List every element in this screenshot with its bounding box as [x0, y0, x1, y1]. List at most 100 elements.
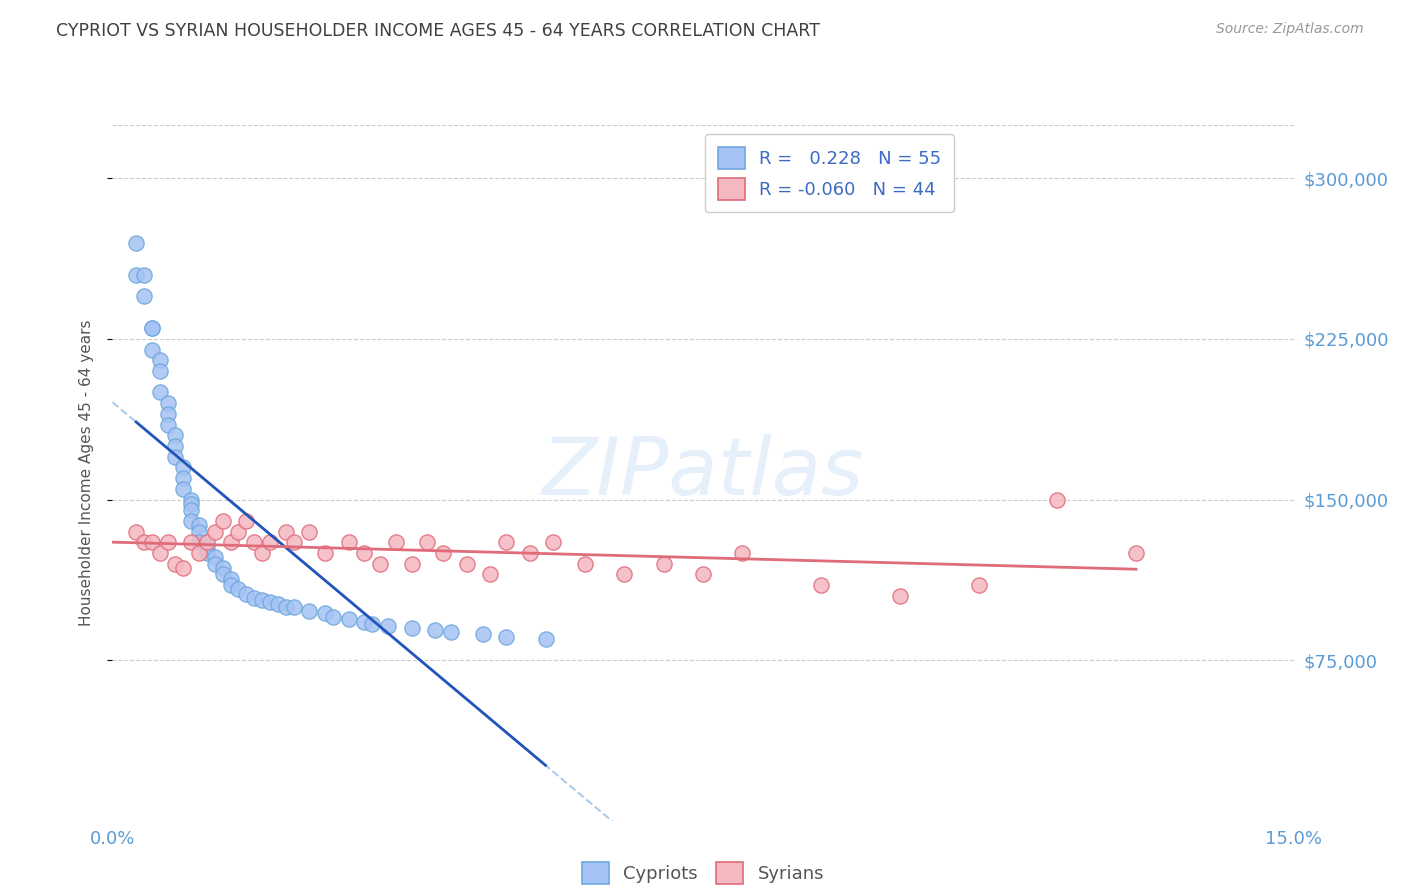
Point	[361, 616, 384, 631]
Point	[274, 599, 297, 614]
Point	[149, 364, 172, 378]
Point	[149, 385, 172, 400]
Point	[195, 546, 218, 560]
Point	[132, 289, 155, 303]
Point	[416, 535, 439, 549]
Point	[132, 535, 155, 549]
Point	[731, 546, 754, 560]
Point	[385, 535, 408, 549]
Legend: Cypriots, Syrians: Cypriots, Syrians	[571, 851, 835, 892]
Point	[652, 557, 675, 571]
Point	[149, 546, 172, 560]
Point	[188, 535, 211, 549]
Point	[314, 546, 336, 560]
Point	[401, 557, 423, 571]
Point	[180, 514, 202, 528]
Point	[172, 482, 194, 496]
Point	[337, 535, 360, 549]
Point	[519, 546, 541, 560]
Point	[188, 524, 211, 539]
Point	[141, 343, 163, 357]
Point	[243, 535, 266, 549]
Point	[141, 321, 163, 335]
Point	[692, 567, 714, 582]
Text: CYPRIOT VS SYRIAN HOUSEHOLDER INCOME AGES 45 - 64 YEARS CORRELATION CHART: CYPRIOT VS SYRIAN HOUSEHOLDER INCOME AGE…	[56, 22, 820, 40]
Point	[156, 535, 179, 549]
Point	[298, 524, 321, 539]
Point	[353, 546, 375, 560]
Point	[274, 524, 297, 539]
Point	[188, 518, 211, 533]
Point	[283, 535, 305, 549]
Point	[353, 615, 375, 629]
Point	[250, 593, 273, 607]
Point	[156, 396, 179, 410]
Point	[180, 497, 202, 511]
Point	[195, 535, 218, 549]
Point	[1046, 492, 1069, 507]
Point	[440, 625, 463, 640]
Point	[432, 546, 454, 560]
Point	[377, 619, 399, 633]
Point	[204, 557, 226, 571]
Point	[141, 321, 163, 335]
Text: ZIPatlas: ZIPatlas	[541, 434, 865, 512]
Point	[180, 535, 202, 549]
Point	[172, 471, 194, 485]
Point	[132, 268, 155, 282]
Point	[967, 578, 990, 592]
Point	[204, 524, 226, 539]
Point	[219, 578, 242, 592]
Point	[180, 492, 202, 507]
Point	[456, 557, 478, 571]
Point	[219, 535, 242, 549]
Point	[543, 535, 565, 549]
Point	[172, 561, 194, 575]
Point	[188, 546, 211, 560]
Point	[471, 627, 494, 641]
Point	[219, 572, 242, 586]
Point	[298, 604, 321, 618]
Point	[368, 557, 391, 571]
Point	[314, 606, 336, 620]
Point	[322, 610, 344, 624]
Point	[810, 578, 832, 592]
Y-axis label: Householder Income Ages 45 - 64 years: Householder Income Ages 45 - 64 years	[79, 319, 94, 626]
Point	[156, 417, 179, 432]
Point	[1125, 546, 1147, 560]
Point	[195, 540, 218, 554]
Point	[204, 550, 226, 565]
Point	[228, 582, 250, 597]
Point	[243, 591, 266, 605]
Point	[495, 535, 517, 549]
Point	[425, 623, 447, 637]
Point	[889, 589, 911, 603]
Point	[479, 567, 502, 582]
Point	[211, 567, 233, 582]
Point	[259, 535, 281, 549]
Point	[180, 503, 202, 517]
Point	[141, 535, 163, 549]
Point	[228, 524, 250, 539]
Point	[211, 514, 233, 528]
Point	[165, 439, 187, 453]
Point	[495, 630, 517, 644]
Point	[267, 598, 290, 612]
Point	[574, 557, 596, 571]
Point	[165, 428, 187, 442]
Text: Source: ZipAtlas.com: Source: ZipAtlas.com	[1216, 22, 1364, 37]
Point	[125, 268, 148, 282]
Point	[337, 612, 360, 626]
Point	[235, 587, 257, 601]
Point	[211, 561, 233, 575]
Point	[283, 599, 305, 614]
Point	[172, 460, 194, 475]
Point	[165, 450, 187, 464]
Point	[149, 353, 172, 368]
Point	[534, 632, 557, 646]
Point	[165, 557, 187, 571]
Point	[125, 524, 148, 539]
Point	[401, 621, 423, 635]
Point	[613, 567, 636, 582]
Point	[250, 546, 273, 560]
